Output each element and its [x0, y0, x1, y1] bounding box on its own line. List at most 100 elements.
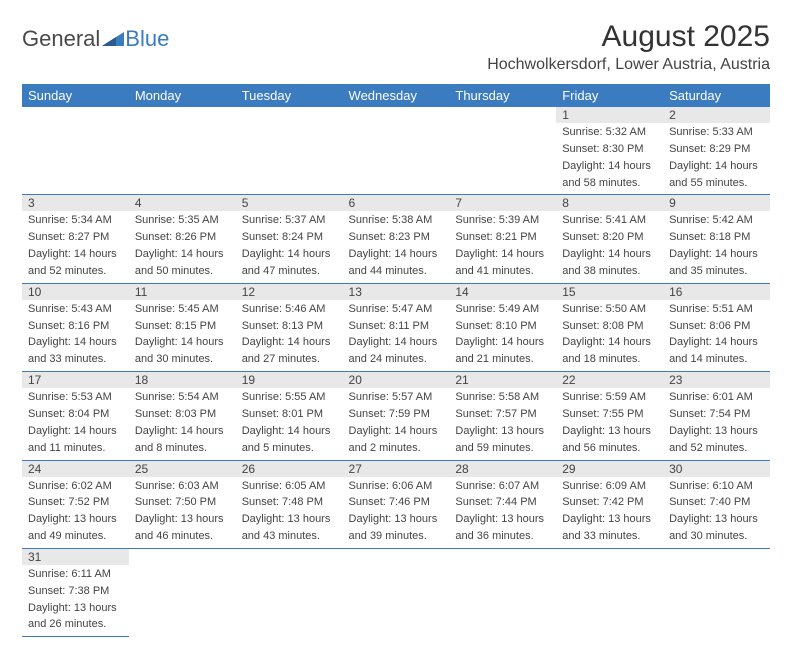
- day-details: Sunrise: 6:03 AMSunset: 7:50 PMDaylight:…: [129, 479, 236, 548]
- sunset-text: Sunset: 8:18 PM: [669, 230, 764, 245]
- day-details: Sunrise: 5:58 AMSunset: 7:57 PMDaylight:…: [449, 390, 556, 459]
- sunrise-text: Sunrise: 5:33 AM: [669, 125, 764, 140]
- daylight1-text: Daylight: 14 hours: [562, 335, 657, 350]
- day-number: 30: [663, 461, 770, 477]
- day-cell: 30 Sunrise: 6:10 AMSunset: 7:40 PMDayligh…: [663, 460, 770, 548]
- sunset-text: Sunset: 8:26 PM: [135, 230, 230, 245]
- daylight1-text: Daylight: 14 hours: [562, 247, 657, 262]
- day-details: Sunrise: 5:47 AMSunset: 8:11 PMDaylight:…: [343, 302, 450, 371]
- empty-day: [236, 107, 343, 122]
- day-cell: 4Sunrise: 5:35 AMSunset: 8:26 PMDaylight…: [129, 195, 236, 283]
- logo-text-1: General: [22, 26, 100, 52]
- day-number: 16: [663, 284, 770, 300]
- sunset-text: Sunset: 7:59 PM: [349, 407, 444, 422]
- daylight2-text: and 55 minutes.: [669, 176, 764, 191]
- day-cell: [556, 548, 663, 636]
- sunrise-text: Sunrise: 5:47 AM: [349, 302, 444, 317]
- day-cell: 29Sunrise: 6:09 AMSunset: 7:42 PMDayligh…: [556, 460, 663, 548]
- daylight2-text: and 38 minutes.: [562, 264, 657, 279]
- daylight2-text: and 52 minutes.: [28, 264, 123, 279]
- day-details: Sunrise: 6:10 AMSunset: 7:40 PMDaylight:…: [663, 479, 770, 548]
- daylight2-text: and 14 minutes.: [669, 352, 764, 367]
- sunrise-text: Sunrise: 5:35 AM: [135, 213, 230, 228]
- day-cell: [129, 107, 236, 195]
- day-cell: 16 Sunrise: 5:51 AMSunset: 8:06 PMDayligh…: [663, 283, 770, 371]
- sunrise-text: Sunrise: 6:03 AM: [135, 479, 230, 494]
- daylight1-text: Daylight: 14 hours: [562, 159, 657, 174]
- daylight2-text: and 5 minutes.: [242, 441, 337, 456]
- daylight2-text: and 58 minutes.: [562, 176, 657, 191]
- sunrise-text: Sunrise: 5:46 AM: [242, 302, 337, 317]
- day-details: Sunrise: 5:53 AMSunset: 8:04 PMDaylight:…: [22, 390, 129, 459]
- daylight2-text: and 33 minutes.: [28, 352, 123, 367]
- sunrise-text: Sunrise: 5:58 AM: [455, 390, 550, 405]
- daylight1-text: Daylight: 13 hours: [349, 512, 444, 527]
- week-row: 17Sunrise: 5:53 AMSunset: 8:04 PMDayligh…: [22, 372, 770, 460]
- day-cell: [343, 107, 450, 195]
- daylight2-text: and 8 minutes.: [135, 441, 230, 456]
- daylight1-text: Daylight: 13 hours: [242, 512, 337, 527]
- day-number: 18: [129, 372, 236, 388]
- daylight1-text: Daylight: 14 hours: [349, 247, 444, 262]
- day-details: Sunrise: 5:51 AMSunset: 8:06 PMDaylight:…: [663, 302, 770, 371]
- day-cell: [236, 107, 343, 195]
- day-number: 12: [236, 284, 343, 300]
- day-number: 28: [449, 461, 556, 477]
- day-cell: 23Sunrise: 6:01 AMSunset: 7:54 PMDayligh…: [663, 372, 770, 460]
- sunset-text: Sunset: 7:55 PM: [562, 407, 657, 422]
- day-cell: [343, 548, 450, 636]
- day-cell: 24Sunrise: 6:02 AMSunset: 7:52 PMDayligh…: [22, 460, 129, 548]
- day-cell: 20Sunrise: 5:57 AMSunset: 7:59 PMDayligh…: [343, 372, 450, 460]
- day-number: 21: [449, 372, 556, 388]
- daylight1-text: Daylight: 14 hours: [28, 247, 123, 262]
- day-details: Sunrise: 6:09 AMSunset: 7:42 PMDaylight:…: [556, 479, 663, 548]
- weekday-header: Wednesday: [343, 84, 450, 107]
- daylight1-text: Daylight: 14 hours: [135, 424, 230, 439]
- sunrise-text: Sunrise: 5:59 AM: [562, 390, 657, 405]
- daylight2-text: and 11 minutes.: [28, 441, 123, 456]
- logo: General Blue: [22, 26, 169, 52]
- daylight2-text: and 47 minutes.: [242, 264, 337, 279]
- daylight1-text: Daylight: 14 hours: [349, 335, 444, 350]
- day-details: Sunrise: 5:50 AMSunset: 8:08 PMDaylight:…: [556, 302, 663, 371]
- day-details: Sunrise: 5:54 AMSunset: 8:03 PMDaylight:…: [129, 390, 236, 459]
- daylight1-text: Daylight: 13 hours: [28, 512, 123, 527]
- daylight2-text: and 36 minutes.: [455, 529, 550, 544]
- logo-icon: [102, 26, 124, 52]
- daylight2-text: and 30 minutes.: [135, 352, 230, 367]
- sunset-text: Sunset: 7:52 PM: [28, 495, 123, 510]
- sunset-text: Sunset: 8:16 PM: [28, 319, 123, 334]
- day-number: 19: [236, 372, 343, 388]
- weekday-header: Saturday: [663, 84, 770, 107]
- daylight1-text: Daylight: 14 hours: [455, 247, 550, 262]
- week-row: 31Sunrise: 6:11 AMSunset: 7:38 PMDayligh…: [22, 548, 770, 636]
- day-cell: 21 Sunrise: 5:58 AMSunset: 7:57 PMDayligh…: [449, 372, 556, 460]
- day-cell: [449, 548, 556, 636]
- day-cell: 22Sunrise: 5:59 AMSunset: 7:55 PMDayligh…: [556, 372, 663, 460]
- daylight1-text: Daylight: 13 hours: [135, 512, 230, 527]
- daylight2-text: and 24 minutes.: [349, 352, 444, 367]
- day-number: 8: [556, 195, 663, 211]
- day-details: Sunrise: 5:43 AMSunset: 8:16 PMDaylight:…: [22, 302, 129, 371]
- sunrise-text: Sunrise: 5:55 AM: [242, 390, 337, 405]
- day-number: 2: [663, 107, 770, 123]
- day-cell: [236, 548, 343, 636]
- day-number: 24: [22, 461, 129, 477]
- sunset-text: Sunset: 7:48 PM: [242, 495, 337, 510]
- day-details: Sunrise: 5:46 AMSunset: 8:13 PMDaylight:…: [236, 302, 343, 371]
- sunset-text: Sunset: 8:10 PM: [455, 319, 550, 334]
- day-details: Sunrise: 5:34 AMSunset: 8:27 PMDaylight:…: [22, 213, 129, 282]
- day-cell: 1Sunrise: 5:32 AMSunset: 8:30 PMDaylight…: [556, 107, 663, 195]
- sunrise-text: Sunrise: 6:01 AM: [669, 390, 764, 405]
- daylight1-text: Daylight: 14 hours: [242, 247, 337, 262]
- daylight2-text: and 59 minutes.: [455, 441, 550, 456]
- sunrise-text: Sunrise: 5:32 AM: [562, 125, 657, 140]
- daylight1-text: Daylight: 14 hours: [669, 159, 764, 174]
- sunrise-text: Sunrise: 5:34 AM: [28, 213, 123, 228]
- sunset-text: Sunset: 8:06 PM: [669, 319, 764, 334]
- day-cell: 3Sunrise: 5:34 AMSunset: 8:27 PMDaylight…: [22, 195, 129, 283]
- sunrise-text: Sunrise: 5:41 AM: [562, 213, 657, 228]
- day-details: Sunrise: 5:45 AMSunset: 8:15 PMDaylight:…: [129, 302, 236, 371]
- day-details: Sunrise: 6:07 AMSunset: 7:44 PMDaylight:…: [449, 479, 556, 548]
- sunset-text: Sunset: 8:29 PM: [669, 142, 764, 157]
